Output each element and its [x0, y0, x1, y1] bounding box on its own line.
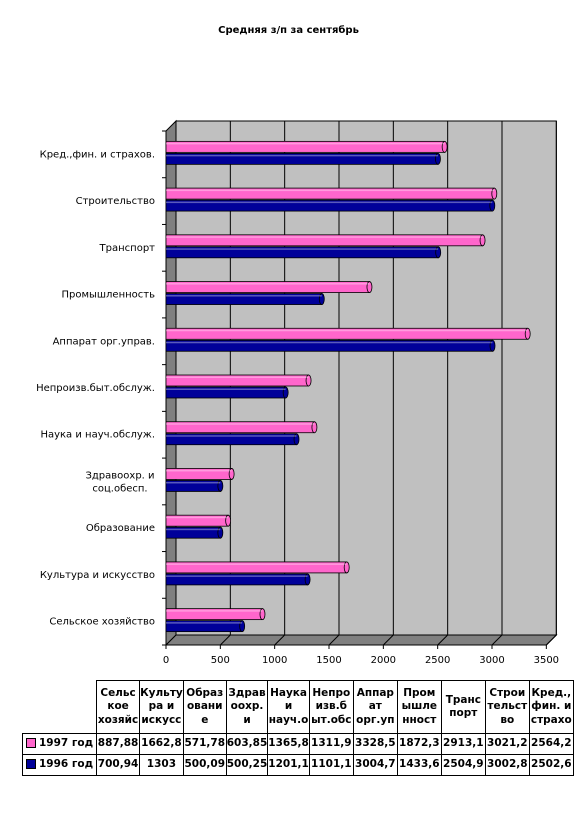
table-cell: 2502,6 — [528, 754, 574, 776]
bar-1997 — [165, 561, 350, 574]
bar-1996 — [165, 199, 496, 212]
gridline-floor — [491, 634, 503, 646]
table-corner — [23, 681, 97, 734]
bar-1996 — [165, 246, 442, 259]
y-category-label: Образование — [86, 523, 155, 534]
x-tick-label: 2500 — [425, 655, 450, 666]
gridline-floor — [274, 634, 286, 646]
bar-1997 — [165, 281, 373, 293]
x-tick-label: 500 — [211, 655, 230, 666]
x-tick-label: 3500 — [534, 655, 559, 666]
table-header-cell: Кред., фин. и страхо — [528, 680, 574, 734]
y-category-label: Кред.,фин. и страхов. — [40, 149, 155, 160]
bar-1997 — [165, 421, 318, 434]
y-category-label: Промышленность — [61, 290, 155, 301]
x-tick-label: 2000 — [371, 655, 396, 666]
gridline-floor — [382, 634, 394, 646]
table-cell: 3004,7 — [352, 754, 398, 776]
table-row: 1996 год 700,94 1303 500,09 500,25 1201,1 1101… — [21, 754, 574, 776]
chart-title: Средняя з/п за сентябрь — [218, 25, 359, 36]
plot-floor — [164, 634, 558, 646]
table-cell: 571,78 — [182, 733, 227, 755]
x-tick-label: 1000 — [262, 655, 287, 666]
table-cell: 1201,1 — [267, 754, 310, 776]
gridline-floor — [219, 634, 231, 646]
bar-1997 — [165, 514, 232, 527]
bar-1996 — [165, 293, 325, 305]
table-cell: 1311,9 — [308, 733, 354, 755]
bar-1997 — [165, 187, 498, 200]
bar-1996 — [165, 620, 246, 633]
x-tick-label: 3000 — [479, 655, 504, 666]
bar-chart: 0 500 1000 1500 2000 2500 3000 3500 Кред.,фин. и… — [36, 119, 559, 666]
bar-1996 — [165, 152, 441, 165]
legend-swatch — [26, 759, 36, 770]
bar-1997 — [165, 327, 531, 340]
table-cell: 3002,8 — [484, 754, 530, 776]
table-cell: 3021,2 — [484, 733, 530, 755]
y-category-label: Строительство — [76, 196, 155, 207]
legend-entry: 1997 год — [21, 733, 98, 755]
table-header-cell: Наука и науч.о — [267, 680, 310, 734]
table-cell: 1365,8 — [267, 733, 310, 755]
y-category-label: Наука и науч.обслуж. — [40, 430, 155, 441]
legend-swatch — [26, 738, 36, 749]
table-header-row: Сельс кое хозяйс Культу ра и искусс Образ … — [23, 680, 574, 734]
table-cell: 1433,6 — [396, 754, 442, 776]
table-header-cell: Строи тельст во — [484, 680, 530, 734]
table-header-cell: Аппар ат орг.уп — [352, 680, 398, 734]
table-cell: 700,94 — [96, 754, 141, 776]
y-category-label: Аппарат орг.управ. — [53, 336, 155, 347]
table-header-cell: Культу ра и искусс — [139, 680, 184, 734]
bar-1997 — [165, 374, 312, 387]
y-category-label: Здравоохр. и соц.обесп. — [85, 470, 154, 494]
gridline-floor — [437, 634, 449, 646]
table-cell: 2504,9 — [440, 754, 486, 776]
legend-entry: 1996 год — [21, 754, 98, 776]
bar-1996 — [165, 339, 496, 352]
table-cell: 1101,1 — [308, 754, 354, 776]
gridline-floor — [328, 634, 340, 646]
bar-1997 — [165, 234, 486, 247]
legend-label: 1996 год — [39, 758, 94, 771]
bar-1996 — [165, 573, 311, 586]
table-header-cell: Непро изв.б ыт.обс — [308, 680, 354, 734]
table-cell: 1303 — [139, 754, 184, 776]
bar-1996 — [165, 433, 300, 446]
y-category-label: Сельское хозяйство — [49, 617, 155, 628]
table-cell: 3328,5 — [352, 733, 398, 755]
gridline-floor — [545, 634, 557, 646]
y-category-label: Непроизв.быт.обслуж. — [36, 383, 155, 394]
table-cell: 1662,8 — [139, 733, 184, 755]
table-header-cell: Транс порт — [440, 680, 486, 734]
table-header-cell: Образ овани е — [182, 680, 227, 734]
bar-1997 — [165, 468, 235, 480]
table-cell: 887,88 — [96, 733, 141, 755]
y-category-label: Культура и искусство — [40, 570, 155, 581]
bar-1996 — [165, 386, 289, 399]
table-header-cell: Сельс кое хозяйс — [96, 680, 141, 734]
table-cell: 603,85 — [225, 733, 269, 755]
table-cell: 1872,3 — [396, 733, 442, 755]
x-tick-label: 0 — [163, 655, 169, 666]
table-header-cell: Пром ышле нност — [396, 680, 442, 734]
bar-1997 — [165, 608, 266, 621]
table-cell: 2913,1 — [440, 733, 486, 755]
table-cell: 500,25 — [225, 754, 269, 776]
table-cell: 500,09 — [182, 754, 227, 776]
x-tick-label: 1500 — [316, 655, 341, 666]
y-category-label: Транспорт — [99, 243, 156, 254]
legend-label: 1997 год — [39, 737, 94, 750]
table-header-cell: Здрав оохр. и — [225, 680, 269, 734]
bar-1997 — [165, 140, 448, 153]
bar-1996 — [165, 480, 224, 492]
data-table: Сельс кое хозяйс Культу ра и искусс Образ … — [21, 680, 574, 776]
table-row: 1997 год 887,88 1662,8 571,78 603,85 1365,8 13… — [21, 733, 574, 755]
table-cell: 2564,2 — [528, 733, 574, 755]
bar-1996 — [165, 526, 224, 539]
